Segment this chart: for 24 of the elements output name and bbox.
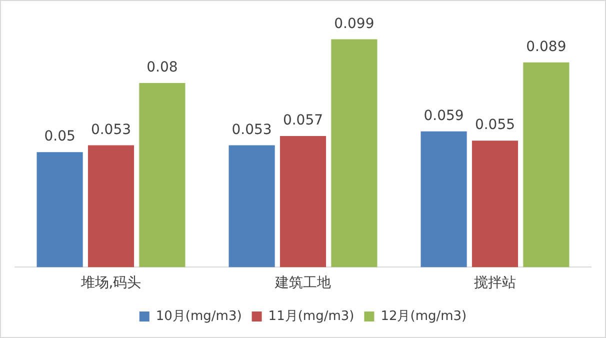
bar (139, 83, 186, 268)
legend-label: 12月(mg/m3) (380, 308, 467, 324)
bar (331, 39, 378, 268)
bar (280, 136, 326, 268)
data-label: 0.053 (232, 122, 272, 138)
x-tick-label: 堆场,码头 (80, 275, 142, 292)
data-label: 0.059 (424, 108, 464, 124)
data-label: 0.053 (90, 122, 132, 138)
x-tick-label: 搅拌站 (474, 275, 516, 292)
bar (36, 152, 83, 268)
data-label: 0.057 (282, 112, 324, 129)
data-label: 0.099 (334, 16, 374, 32)
data-label: 0.05 (44, 128, 76, 145)
legend-label: 10月(mg/m3) (156, 308, 242, 324)
legend-label: 11月(mg/m3) (268, 308, 354, 324)
data-label: 0.089 (526, 38, 566, 55)
bar (420, 131, 467, 268)
bar (523, 62, 570, 268)
x-tick-label: 建筑工地 (274, 275, 331, 292)
bar (472, 140, 518, 268)
data-label: 0.08 (146, 60, 178, 76)
bar (228, 145, 275, 268)
bar (88, 145, 134, 268)
data-label: 0.055 (474, 117, 516, 134)
